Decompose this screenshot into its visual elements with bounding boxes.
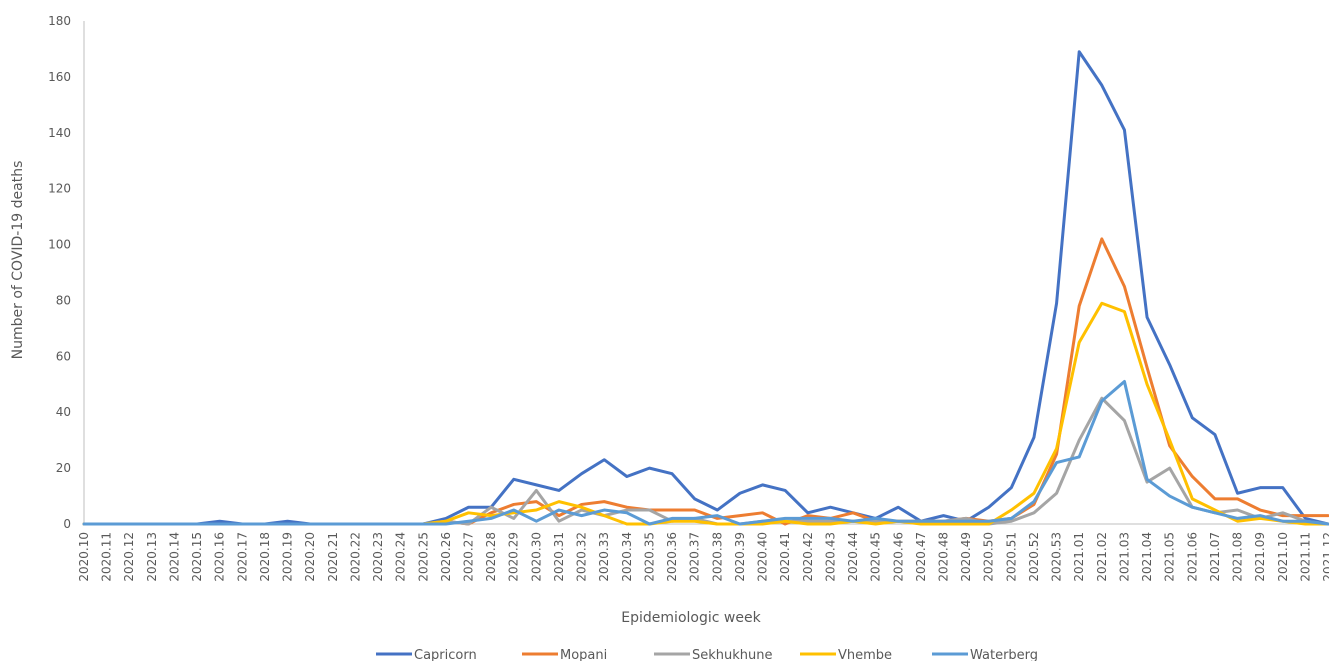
- x-tick-label: 2020.52: [1027, 532, 1041, 582]
- x-tick-label: 2020.27: [462, 532, 476, 582]
- x-tick-label: 2020.12: [122, 532, 136, 582]
- legend: Capricorn Mopani Sekhukhune Vhembe Waterberg: [376, 648, 1038, 661]
- x-tick-label: 2020.17: [235, 532, 249, 582]
- y-tick-label: 80: [56, 293, 71, 307]
- x-tick-label: 2020.37: [688, 532, 702, 582]
- series-lines: [82, 50, 1329, 526]
- x-tick-label: 2021.11: [1298, 532, 1312, 582]
- x-tick-label: 2020.21: [326, 532, 340, 582]
- x-tick-label: 2020.39: [733, 532, 747, 582]
- x-tick-label: 2020.26: [439, 532, 453, 582]
- legend-label-mopani: Mopani: [560, 648, 607, 661]
- x-tick-label: 2020.40: [756, 532, 770, 582]
- x-tick-label: 2020.44: [846, 532, 860, 582]
- x-tick-label: 2020.43: [823, 532, 837, 582]
- x-tick-label: 2021.01: [1072, 532, 1086, 582]
- x-tick-label: 2020.11: [100, 532, 114, 582]
- legend-label-vhembe: Vhembe: [838, 648, 892, 661]
- x-tick-label: 2020.18: [258, 532, 272, 582]
- x-tick-label: 2020.22: [348, 532, 362, 582]
- x-tick-label: 2021.03: [1117, 532, 1131, 582]
- x-tick-label: 2020.34: [620, 532, 634, 582]
- x-tick-label: 2021.05: [1163, 532, 1177, 582]
- y-tick-label: 60: [56, 349, 71, 363]
- x-tick-label: 2020.49: [959, 532, 973, 582]
- y-axis-title: Number of COVID-19 deaths: [10, 161, 26, 360]
- x-tick-label: 2020.51: [1004, 532, 1018, 582]
- x-tick-label: 2020.10: [77, 532, 91, 582]
- y-tick-label: 160: [48, 70, 71, 84]
- y-tick-label: 180: [48, 14, 71, 28]
- y-axis: 0 20 40 60 80 100 120 140 160 180: [48, 14, 85, 531]
- x-tick-label: 2020.30: [529, 532, 543, 582]
- x-tick-label: 2020.38: [710, 532, 724, 582]
- x-tick-label: 2021.08: [1231, 532, 1245, 582]
- series-line-waterberg: [82, 379, 1329, 526]
- series-line-vhembe: [82, 301, 1329, 526]
- x-tick-label: 2020.15: [190, 532, 204, 582]
- x-axis-title: Epidemiologic week: [621, 610, 761, 626]
- x-tick-label: 2020.48: [936, 532, 950, 582]
- x-tick-label: 2020.31: [552, 532, 566, 582]
- x-tick-label: 2020.23: [371, 532, 385, 582]
- x-tick-label: 2021.07: [1208, 532, 1222, 582]
- x-tick-label: 2020.28: [484, 532, 498, 582]
- x-tick-label: 2020.13: [145, 532, 159, 582]
- x-tick-label: 2021.12: [1321, 532, 1329, 582]
- x-tick-label: 2021.10: [1276, 532, 1290, 582]
- legend-label-waterberg: Waterberg: [970, 648, 1038, 661]
- x-tick-label: 2020.53: [1050, 532, 1064, 582]
- legend-label-sekhukhune: Sekhukhune: [692, 648, 773, 661]
- y-tick-label: 140: [48, 126, 71, 140]
- y-tick-label: 40: [56, 405, 71, 419]
- x-tick-label: 2020.29: [507, 532, 521, 582]
- x-tick-label: 2020.46: [891, 532, 905, 582]
- x-tick-label: 2020.20: [303, 532, 317, 582]
- legend-label-capricorn: Capricorn: [414, 648, 477, 661]
- x-tick-label: 2020.42: [801, 532, 815, 582]
- x-tick-label: 2020.47: [914, 532, 928, 582]
- x-tick-label: 2020.19: [281, 532, 295, 582]
- y-tick-label: 20: [56, 461, 71, 475]
- series-line-capricorn: [82, 50, 1329, 526]
- x-tick-label: 2020.50: [982, 532, 996, 582]
- x-tick-label: 2020.36: [665, 532, 679, 582]
- x-tick-label: 2020.14: [167, 532, 181, 582]
- x-tick-label: 2020.35: [642, 532, 656, 582]
- x-tick-label: 2020.25: [416, 532, 430, 582]
- x-tick-label: 2021.04: [1140, 532, 1154, 582]
- x-tick-label: 2020.41: [778, 532, 792, 582]
- x-axis: 2020.10 2020.11 2020.12 2020.13 2020.14 2020.…: [77, 523, 1329, 582]
- y-tick-label: 120: [48, 182, 71, 196]
- y-tick-label: 0: [63, 517, 71, 531]
- x-tick-label: 2020.33: [597, 532, 611, 582]
- x-tick-label: 2020.16: [213, 532, 227, 582]
- x-tick-label: 2020.32: [575, 532, 589, 582]
- x-tick-label: 2021.09: [1253, 532, 1267, 582]
- y-tick-label: 100: [48, 238, 71, 252]
- x-tick-label: 2021.06: [1185, 532, 1199, 582]
- x-tick-label: 2020.45: [869, 532, 883, 582]
- x-tick-label: 2021.02: [1095, 532, 1109, 582]
- x-tick-label: 2020.24: [394, 532, 408, 582]
